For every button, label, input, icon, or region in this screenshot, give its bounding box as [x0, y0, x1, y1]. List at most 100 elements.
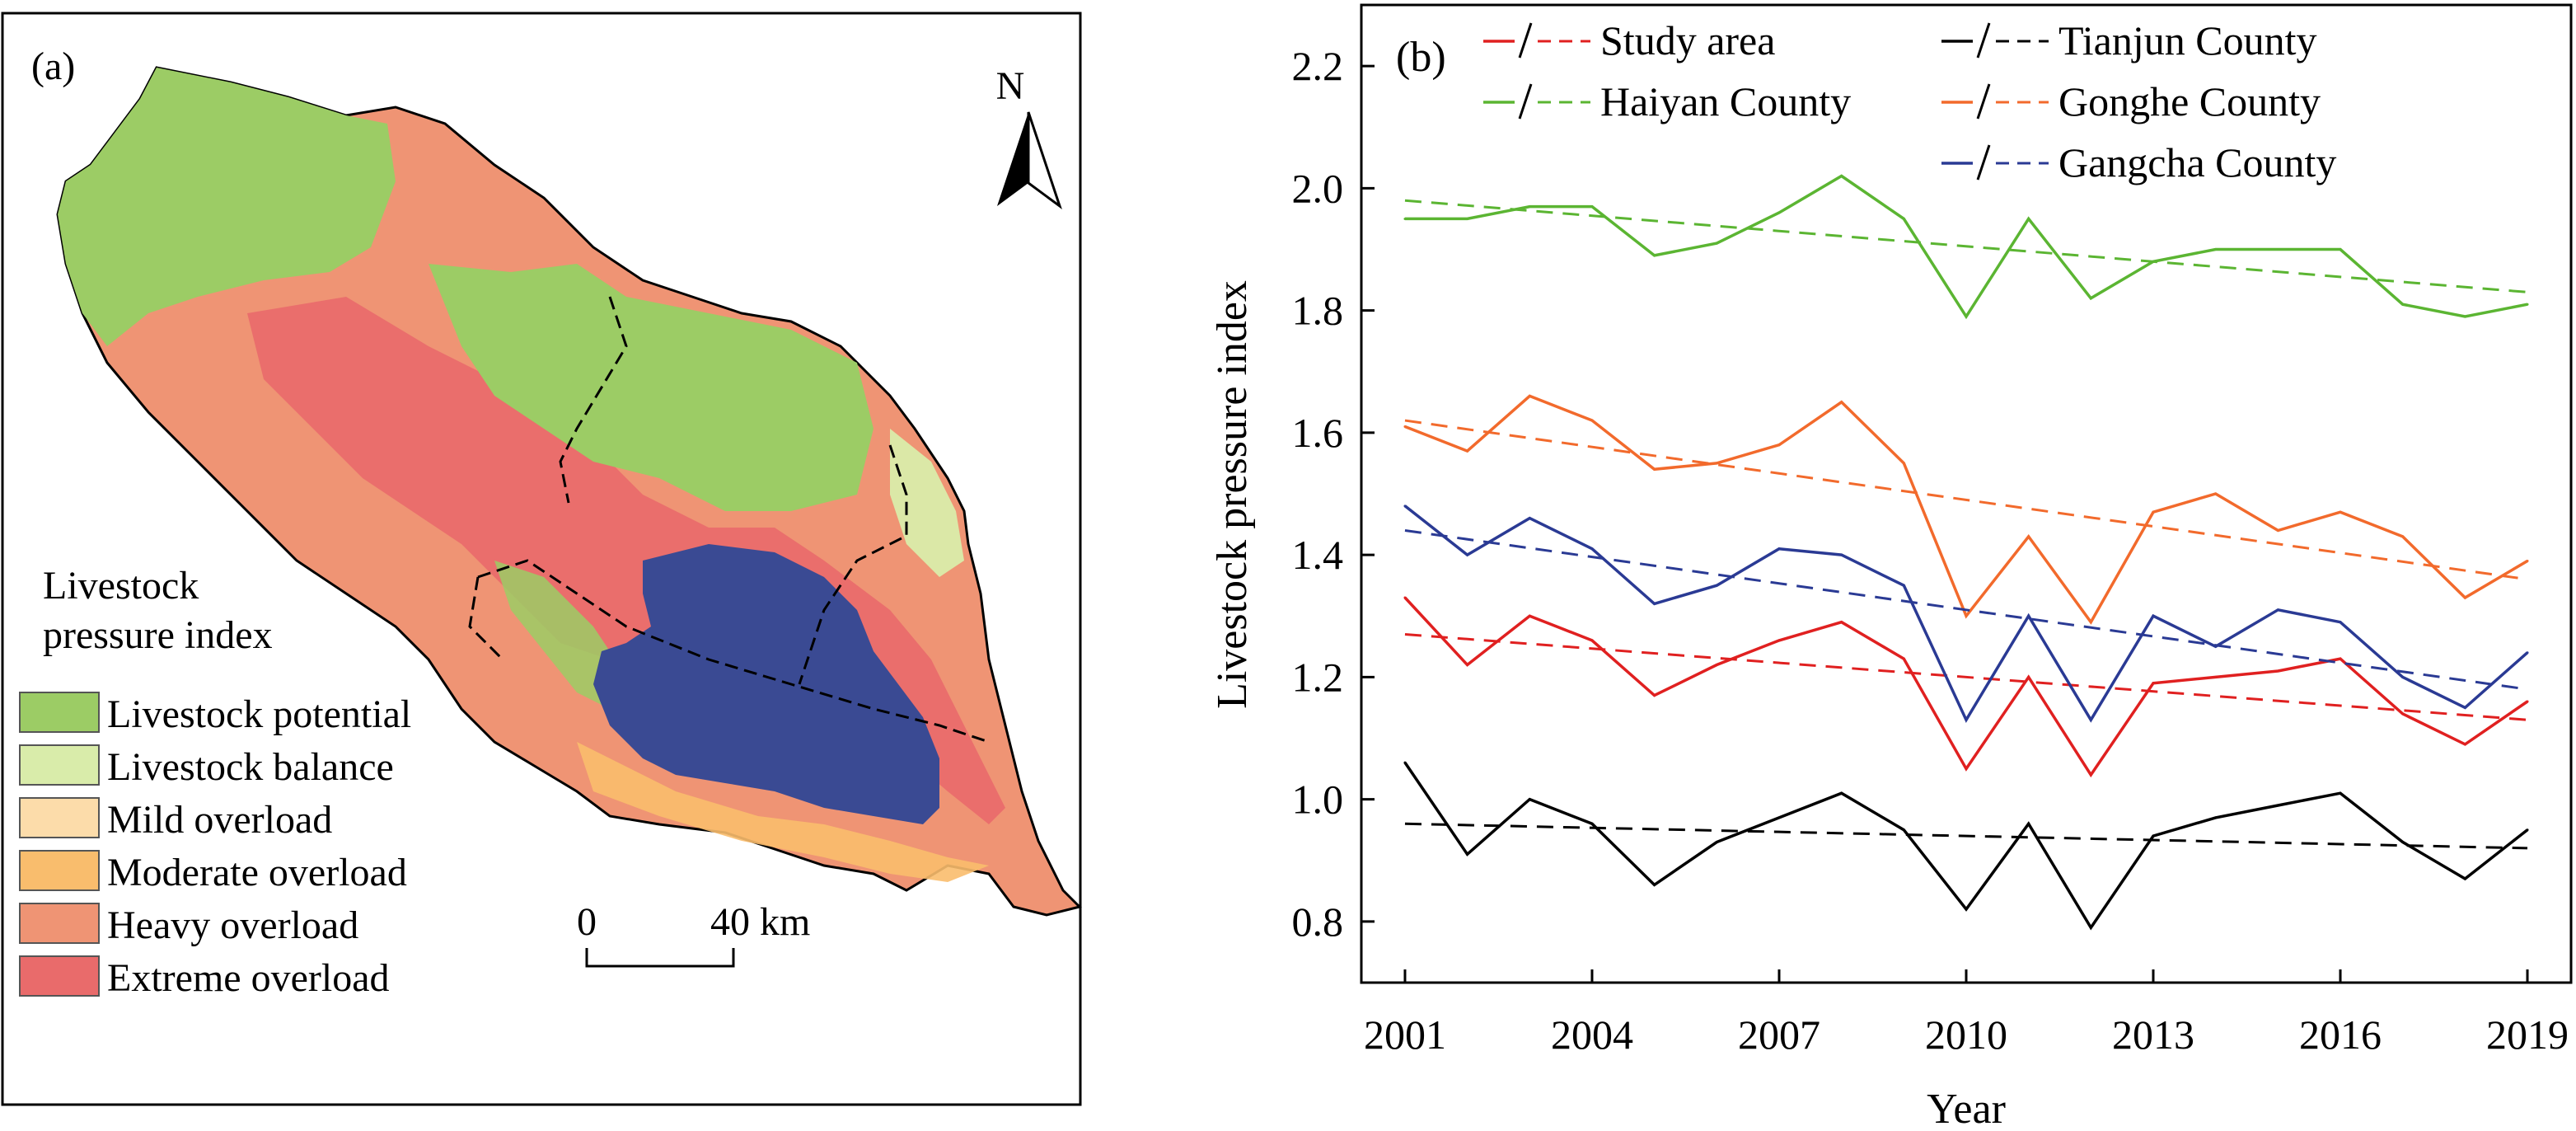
- legend-label: Haiyan County: [1600, 78, 1851, 124]
- trend-line: [1404, 199, 2528, 293]
- y-tick-label: 2.2: [1292, 43, 1344, 89]
- map-legend: Livestock pressure index Livestock poten…: [19, 564, 411, 1000]
- data-point: [2526, 303, 2529, 306]
- data-point: [1902, 584, 1905, 587]
- y-tick-label: 1.8: [1292, 288, 1344, 334]
- data-point: [1777, 211, 1781, 214]
- data-point: [1528, 394, 1531, 397]
- data-point: [1840, 175, 1843, 178]
- data-point: [2276, 248, 2279, 251]
- region-moderate-overload: [577, 742, 989, 882]
- legend-slash: [1976, 22, 1991, 59]
- x-tick-label: 2016: [2299, 1011, 2382, 1058]
- region-livestock-balance: [890, 429, 964, 577]
- map-study-area: [56, 66, 1082, 917]
- legend-label: Heavy overload: [107, 903, 358, 947]
- data-point: [2463, 743, 2466, 746]
- x-tick-label: 2004: [1551, 1011, 1633, 1058]
- data-point: [1965, 767, 1968, 771]
- data-point: [1528, 517, 1531, 520]
- data-point: [2463, 315, 2466, 318]
- region-livestock-potential: [58, 68, 396, 346]
- legend-label: Moderate overload: [107, 851, 407, 894]
- data-point: [1590, 205, 1594, 209]
- county-boundary-3: [798, 444, 908, 685]
- county-boundary-2: [477, 559, 990, 744]
- y-tick-label: 1.4: [1292, 532, 1344, 578]
- scale-bar-start: 0: [577, 900, 597, 944]
- data-point: [1466, 664, 1469, 667]
- trend-line: [1404, 528, 2528, 691]
- legend-swatch: [19, 797, 100, 838]
- data-point: [2089, 621, 2092, 624]
- data-point: [1902, 217, 1905, 220]
- legend-label: Gonghe County: [2058, 78, 2321, 124]
- legend-swatch: [19, 903, 100, 944]
- data-point: [2089, 297, 2092, 300]
- data-point: [2526, 700, 2529, 703]
- y-tick-label: 2.0: [1292, 165, 1344, 211]
- data-point: [1653, 467, 1656, 471]
- data-point: [1715, 462, 1718, 465]
- map-panel-label: (a): [31, 45, 75, 88]
- data-point: [2214, 816, 2218, 819]
- data-point: [2401, 841, 2405, 844]
- data-point: [1590, 547, 1594, 551]
- data-point: [1403, 596, 1407, 599]
- data-point: [1528, 205, 1531, 209]
- data-point: [2089, 773, 2092, 777]
- data-point: [2401, 535, 2405, 538]
- legend-slash: [1976, 144, 1991, 181]
- data-point: [1840, 791, 1843, 795]
- data-point: [1403, 425, 1407, 428]
- x-tick-label: 2013: [2112, 1011, 2194, 1058]
- legend-items: Livestock potential Livestock balance Mild…: [19, 692, 411, 1000]
- data-point: [2339, 791, 2342, 795]
- x-tick-label: 2001: [1364, 1011, 1446, 1058]
- data-point: [1902, 657, 1905, 660]
- x-tick-label: 2007: [1738, 1011, 1820, 1058]
- data-point: [2027, 675, 2030, 678]
- legend-slash: [1976, 83, 1991, 120]
- data-point: [1590, 419, 1594, 422]
- data-point: [1777, 443, 1781, 447]
- data-point: [2463, 706, 2466, 709]
- county-boundary-1: [559, 296, 628, 504]
- data-point: [2214, 492, 2218, 495]
- data-point: [1715, 584, 1718, 587]
- north-label: N: [996, 64, 1025, 108]
- y-tick-label: 1.6: [1292, 410, 1344, 456]
- data-point: [1590, 822, 1594, 825]
- data-point: [1653, 254, 1656, 257]
- chart-series: [1403, 174, 2529, 931]
- data-point: [2089, 926, 2092, 929]
- data-point: [2276, 528, 2279, 532]
- data-point: [2214, 675, 2218, 678]
- scale-bar-end: 40 km: [710, 900, 810, 944]
- qinghai-lake: [593, 544, 939, 824]
- legend-slash: [1518, 22, 1533, 59]
- data-point: [2027, 535, 2030, 538]
- data-point: [1715, 664, 1718, 667]
- data-point: [2401, 303, 2405, 306]
- data-point: [2027, 822, 2030, 825]
- data-point: [2339, 248, 2342, 251]
- data-point: [1902, 828, 1905, 832]
- data-point: [2276, 804, 2279, 807]
- legend-label: Tianjun County: [2058, 17, 2317, 63]
- data-point: [2152, 614, 2155, 617]
- north-arrow-dark-half: [997, 112, 1028, 206]
- legend-label: Gangcha County: [2058, 139, 2336, 185]
- data-point: [1466, 449, 1469, 453]
- y-tick-label: 0.8: [1292, 899, 1344, 945]
- data-point: [1840, 553, 1843, 556]
- data-point: [2152, 510, 2155, 514]
- data-point: [2276, 669, 2279, 673]
- plot-frame: [1360, 3, 2573, 984]
- region-livestock-potential-south: [494, 561, 626, 709]
- legend-label: Extreme overload: [107, 956, 390, 1000]
- scale-bar-line: [585, 948, 735, 968]
- trend-line: [1404, 632, 2528, 721]
- data-point: [2276, 608, 2279, 612]
